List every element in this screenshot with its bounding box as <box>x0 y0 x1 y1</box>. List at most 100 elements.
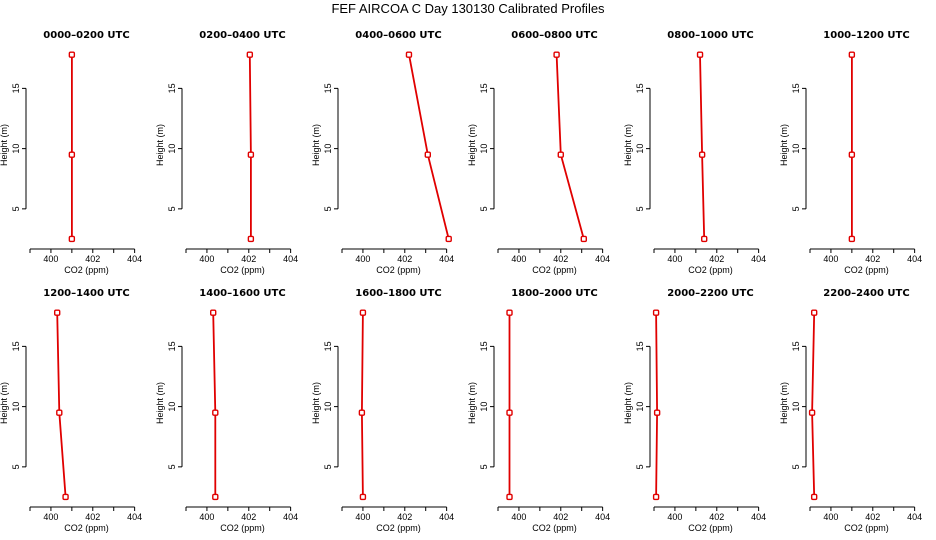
y-tick-label: 15 <box>479 341 489 351</box>
panel-title: 1000–1200 UTC <box>823 30 909 41</box>
x-tick-label: 402 <box>241 512 256 522</box>
y-tick-label: 5 <box>791 206 801 211</box>
panel-title: 0600–0800 UTC <box>511 30 597 41</box>
data-point <box>445 235 452 243</box>
data-point <box>506 493 513 501</box>
figure-title: FEF AIRCOA C Day 130130 Calibrated Profi… <box>331 1 605 16</box>
y-tick-label: 15 <box>11 341 21 351</box>
data-point <box>54 309 61 316</box>
panels-grid: 0000–0200 UTC 400 402 404 CO2 (ppm) 5 10 15 Heig… <box>0 30 922 533</box>
data-point <box>68 151 76 158</box>
x-tick-label: 400 <box>43 512 58 522</box>
x-axis-label: CO2 (ppm) <box>532 265 577 275</box>
data-point <box>652 309 660 316</box>
x-tick-label: 404 <box>127 512 142 522</box>
y-tick-label: 15 <box>635 83 645 93</box>
panel-1: 0000–0200 UTC 400 402 404 CO2 (ppm) 5 10 15 Heig… <box>0 30 142 275</box>
y-tick-label: 10 <box>635 144 645 154</box>
y-tick-label: 5 <box>11 206 21 211</box>
data-point <box>247 151 255 158</box>
panel-title: 0400–0600 UTC <box>355 30 441 41</box>
data-point <box>212 409 219 416</box>
y-tick-label: 10 <box>791 144 801 154</box>
y-tick-label: 5 <box>479 206 489 211</box>
y-axis-label: Height (m) <box>311 124 321 166</box>
data-point <box>701 235 708 243</box>
data-point <box>557 151 564 158</box>
y-axis-label: Height (m) <box>779 382 789 424</box>
x-tick-label: 404 <box>751 512 766 522</box>
x-tick-label: 400 <box>199 254 214 264</box>
y-axis-label: Height (m) <box>623 382 633 424</box>
x-tick-label: 402 <box>865 254 880 264</box>
x-axis-label: CO2 (ppm) <box>844 523 889 533</box>
x-tick-label: 400 <box>667 254 682 264</box>
data-point <box>698 151 706 158</box>
y-tick-label: 10 <box>11 144 21 154</box>
y-tick-label: 5 <box>323 464 333 469</box>
data-point <box>424 151 431 158</box>
x-tick-label: 404 <box>283 254 298 264</box>
x-tick-label: 404 <box>907 512 922 522</box>
y-axis-label: Height (m) <box>311 382 321 424</box>
data-point <box>506 309 513 316</box>
x-axis-label: CO2 (ppm) <box>64 523 109 533</box>
x-axis-label: CO2 (ppm) <box>376 265 421 275</box>
data-point <box>359 493 367 501</box>
panel-2: 0200–0400 UTC 400 402 404 CO2 (ppm) 5 10 15 Heig… <box>155 30 298 275</box>
y-axis-label: Height (m) <box>155 124 165 166</box>
x-tick-label: 400 <box>355 512 370 522</box>
data-point <box>68 235 76 243</box>
data-point <box>62 493 69 501</box>
x-axis-label: CO2 (ppm) <box>220 523 265 533</box>
y-tick-label: 10 <box>479 144 489 154</box>
x-tick-label: 402 <box>85 512 100 522</box>
x-axis-label: CO2 (ppm) <box>688 265 733 275</box>
panel-title: 1400–1600 UTC <box>199 288 285 299</box>
profile-line <box>811 312 816 498</box>
data-point <box>405 51 413 58</box>
x-tick-label: 400 <box>823 254 838 264</box>
profile-line <box>408 54 450 240</box>
panel-5: 0800–1000 UTC 400 402 404 CO2 (ppm) 5 10 15 Heig… <box>623 30 766 275</box>
y-tick-label: 15 <box>323 83 333 93</box>
x-tick-label: 404 <box>595 512 610 522</box>
data-point <box>246 51 254 58</box>
y-tick-label: 10 <box>167 402 177 412</box>
x-tick-label: 402 <box>85 254 100 264</box>
y-tick-label: 10 <box>323 402 333 412</box>
y-axis-label: Height (m) <box>623 124 633 166</box>
data-point <box>68 51 76 58</box>
data-point <box>210 309 217 316</box>
y-tick-label: 15 <box>791 341 801 351</box>
x-tick-label: 400 <box>43 254 58 264</box>
y-tick-label: 5 <box>635 206 645 211</box>
y-tick-label: 15 <box>635 341 645 351</box>
profile-line <box>360 312 364 498</box>
profile-line <box>212 312 217 497</box>
profile-line <box>655 312 659 498</box>
x-tick-label: 404 <box>595 254 610 264</box>
panel-title: 1600–1800 UTC <box>355 288 441 299</box>
y-axis-label: Height (m) <box>155 382 165 424</box>
y-tick-label: 10 <box>635 402 645 412</box>
x-tick-label: 402 <box>397 512 412 522</box>
data-point <box>358 409 366 416</box>
y-tick-label: 10 <box>11 402 21 412</box>
y-tick-label: 5 <box>11 464 21 469</box>
x-tick-label: 400 <box>355 254 370 264</box>
x-axis-label: CO2 (ppm) <box>532 523 577 533</box>
x-axis-label: CO2 (ppm) <box>220 265 265 275</box>
panel-3: 0400–0600 UTC 400 402 404 CO2 (ppm) 5 10 15 Heig… <box>311 30 454 275</box>
profile-line <box>56 312 67 498</box>
data-point <box>652 493 660 501</box>
panel-12: 2200–2400 UTC 400 402 404 CO2 (ppm) 5 10 15 Heig… <box>779 288 922 533</box>
profile-line <box>699 54 706 240</box>
x-tick-label: 404 <box>439 512 454 522</box>
y-tick-label: 15 <box>323 341 333 351</box>
y-tick-label: 5 <box>167 206 177 211</box>
x-axis-label: CO2 (ppm) <box>64 265 109 275</box>
x-tick-label: 404 <box>127 254 142 264</box>
x-tick-label: 402 <box>553 512 568 522</box>
